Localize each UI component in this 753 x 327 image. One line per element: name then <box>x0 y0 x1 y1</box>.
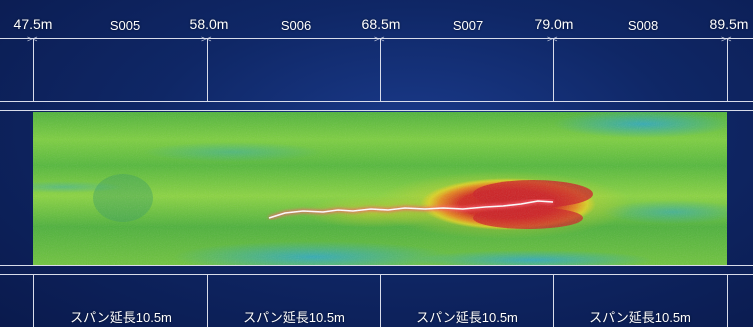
arrow-tick-icon: >< <box>721 34 732 44</box>
position-label-3: 68.5m <box>361 16 401 32</box>
arrow-tick-icon: >< <box>547 34 558 44</box>
section-label-4: S008 <box>627 18 659 33</box>
position-label-4: 79.0m <box>534 16 574 32</box>
arrow-tick-icon: >< <box>201 34 212 44</box>
section-label-3: S007 <box>452 18 484 33</box>
heatmap-bottom-border-2 <box>0 274 753 275</box>
division-line-top-5 <box>727 38 728 101</box>
arrow-tick-icon: >< <box>27 34 38 44</box>
division-line-bottom-1 <box>33 274 34 327</box>
position-label-2: 58.0m <box>189 16 229 32</box>
division-line-top-3 <box>380 38 381 101</box>
division-line-bottom-3 <box>380 274 381 327</box>
division-line-bottom-2 <box>207 274 208 327</box>
division-line-bottom-5 <box>727 274 728 327</box>
division-line-bottom-4 <box>553 274 554 327</box>
span-length-label-3: スパン延長10.5m <box>416 310 518 325</box>
heatmap-bottom-border-1 <box>0 265 753 266</box>
position-label-1: 47.5m <box>13 16 53 32</box>
position-label-5: 89.5m <box>709 16 749 32</box>
division-line-top-2 <box>207 38 208 101</box>
span-length-label-4: スパン延長10.5m <box>589 310 691 325</box>
division-line-top-4 <box>553 38 554 101</box>
span-length-label-2: スパン延長10.5m <box>243 310 345 325</box>
span-length-label-1: スパン延長10.5m <box>70 310 172 325</box>
heatmap-top-border-1 <box>0 101 753 102</box>
arrow-tick-icon: >< <box>374 34 385 44</box>
heatmap-top-border-2 <box>0 110 753 111</box>
thermal-heatmap-image <box>33 112 727 265</box>
section-label-2: S006 <box>280 18 312 33</box>
division-line-top-1 <box>33 38 34 101</box>
section-label-1: S005 <box>109 18 141 33</box>
top-scale-line <box>0 38 753 39</box>
